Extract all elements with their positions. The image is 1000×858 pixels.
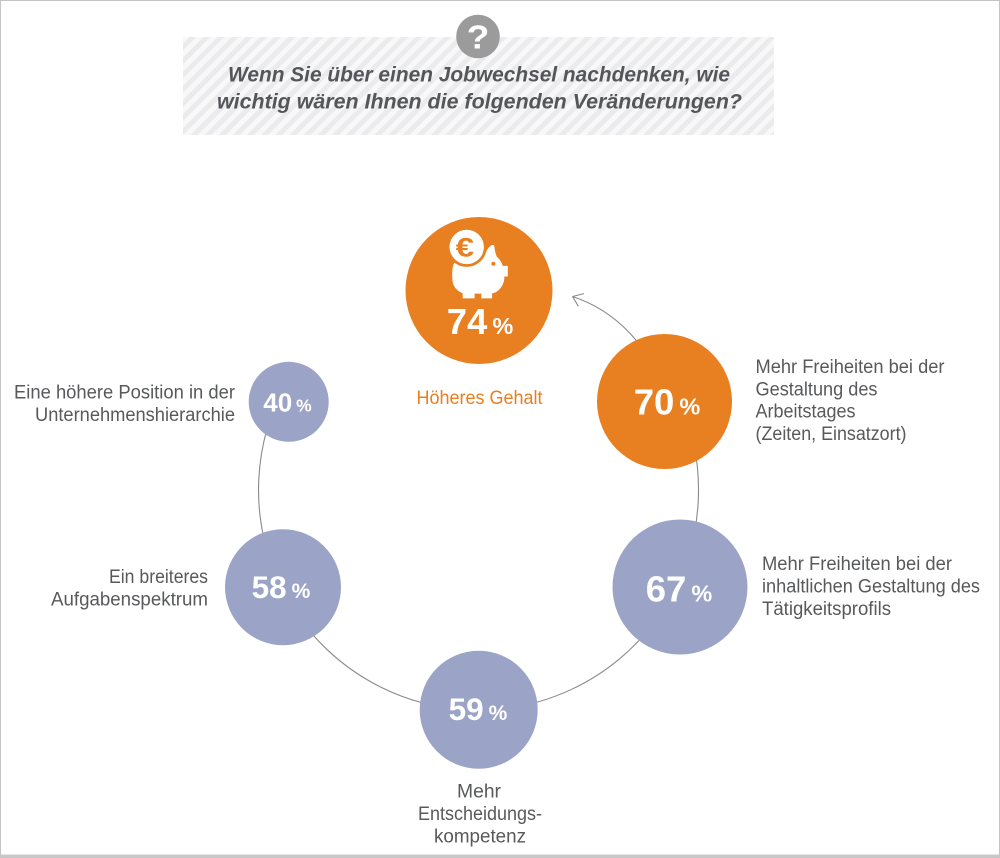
svg-text:Gestaltung des: Gestaltung des bbox=[756, 379, 878, 400]
svg-text:59%: 59% bbox=[449, 691, 508, 727]
svg-text:inhaltlichen Gestaltung des: inhaltlichen Gestaltung des bbox=[762, 576, 980, 597]
svg-text:Mehr Freiheiten bei der: Mehr Freiheiten bei der bbox=[762, 554, 953, 575]
svg-text:€: € bbox=[456, 233, 475, 263]
svg-text:Ein breiteres: Ein breiteres bbox=[109, 567, 208, 588]
svg-text:wichtig wären Ihnen die folgen: wichtig wären Ihnen die folgenden Veränd… bbox=[217, 91, 742, 114]
svg-text:Aufgabenspektrum: Aufgabenspektrum bbox=[51, 589, 208, 610]
svg-text:Mehr Freiheiten bei der: Mehr Freiheiten bei der bbox=[756, 357, 946, 378]
svg-text:74%: 74% bbox=[447, 301, 514, 342]
svg-text:Unternehmenshierarchie: Unternehmenshierarchie bbox=[35, 405, 235, 426]
svg-text:70%: 70% bbox=[634, 382, 701, 423]
svg-text:?: ? bbox=[467, 19, 490, 56]
svg-text:Tätigkeitsprofils: Tätigkeitsprofils bbox=[762, 599, 891, 620]
svg-text:67%: 67% bbox=[646, 568, 713, 609]
svg-text:40%: 40% bbox=[263, 387, 312, 417]
svg-text:Wenn Sie über einen Jobwechsel: Wenn Sie über einen Jobwechsel nachdenke… bbox=[228, 64, 730, 87]
svg-text:Mehr: Mehr bbox=[457, 782, 502, 803]
svg-text:Arbeitstages: Arbeitstages bbox=[756, 402, 856, 423]
svg-text:Höheres Gehalt: Höheres Gehalt bbox=[417, 387, 544, 409]
svg-text:Entscheidungs-: Entscheidungs- bbox=[418, 804, 542, 825]
svg-text:(Zeiten, Einsatzort): (Zeiten, Einsatzort) bbox=[756, 424, 907, 445]
svg-text:kompetenz: kompetenz bbox=[434, 827, 526, 848]
svg-text:58%: 58% bbox=[252, 569, 311, 605]
svg-text:Eine höhere Position in der: Eine höhere Position in der bbox=[14, 383, 236, 404]
